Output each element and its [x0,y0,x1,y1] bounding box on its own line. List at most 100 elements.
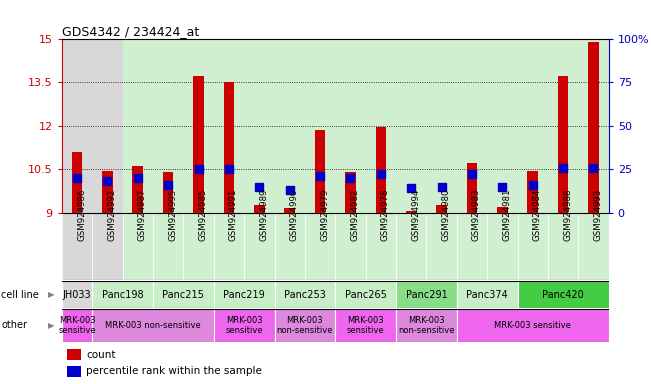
Point [497,184,508,190]
Text: GSM924987: GSM924987 [138,189,146,241]
Text: percentile rank within the sample: percentile rank within the sample [87,366,262,376]
Text: cell line: cell line [1,290,39,300]
Bar [92,213,122,280]
Bar [406,211,417,213]
Bar [62,213,92,280]
Bar [518,39,548,213]
Text: GSM924981: GSM924981 [503,189,511,241]
Bar [315,130,326,213]
Bar [335,309,396,342]
Point [345,175,355,181]
Bar [457,309,609,342]
Text: Panc198: Panc198 [102,290,143,300]
Bar [305,39,335,213]
Bar [426,213,457,280]
Point [224,166,234,172]
Bar [122,213,153,280]
Point [102,178,113,184]
Text: GSM924983: GSM924983 [472,189,481,241]
Text: GSM924990: GSM924990 [290,189,299,241]
Bar [366,213,396,280]
Bar [275,281,335,308]
Bar [426,39,457,213]
Bar [153,213,184,280]
Bar [335,39,366,213]
Bar [67,366,81,376]
Bar [275,309,335,342]
Text: GSM924980: GSM924980 [441,189,450,241]
Point [315,173,326,179]
Bar [62,309,92,342]
Bar [487,213,518,280]
Bar [335,281,396,308]
Bar [548,39,578,213]
Text: MRK-003
sensitive: MRK-003 sensitive [58,316,96,335]
Point [467,171,477,177]
Text: ▶: ▶ [48,290,54,299]
Bar [153,281,214,308]
Point [527,182,538,188]
Bar [518,281,609,308]
Text: Panc374: Panc374 [466,290,508,300]
Point [376,171,386,177]
Text: GSM924984: GSM924984 [533,189,542,241]
Text: Panc219: Panc219 [223,290,265,300]
Bar [244,39,275,213]
Bar [92,39,122,213]
Bar [487,39,518,213]
Text: Panc253: Panc253 [284,290,326,300]
Bar [62,281,92,308]
Bar [396,213,426,280]
Text: GSM924992: GSM924992 [107,189,117,241]
Bar [72,152,82,213]
Bar [396,281,457,308]
Point [406,185,417,192]
Bar [436,205,447,213]
Point [133,175,143,181]
Text: GSM924979: GSM924979 [320,189,329,241]
Text: GSM924982: GSM924982 [350,189,359,241]
Bar [558,76,568,213]
Text: JH033: JH033 [62,290,91,300]
Text: MRK-003
sensitive: MRK-003 sensitive [347,316,385,335]
Bar [102,171,113,213]
Text: Panc215: Panc215 [163,290,204,300]
Text: GSM924985: GSM924985 [199,189,208,241]
Bar [133,166,143,213]
Text: ▶: ▶ [48,321,54,330]
Text: GSM924988: GSM924988 [563,189,572,241]
Bar [376,127,386,213]
Text: MRK-003
non-sensitive: MRK-003 non-sensitive [277,316,333,335]
Text: MRK-003
sensitive: MRK-003 sensitive [225,316,263,335]
Bar [92,309,214,342]
Bar [497,207,508,213]
Text: MRK-003 non-sensitive: MRK-003 non-sensitive [105,321,201,330]
Bar [224,82,234,213]
Text: Panc420: Panc420 [542,290,584,300]
Bar [153,39,184,213]
Point [254,184,264,190]
Bar [284,209,295,213]
Bar [548,213,578,280]
Bar [214,281,275,308]
Text: Panc291: Panc291 [406,290,447,300]
Text: GSM924978: GSM924978 [381,189,390,241]
Text: MRK-003
non-sensitive: MRK-003 non-sensitive [398,316,454,335]
Bar [214,309,275,342]
Bar [457,281,518,308]
Bar [193,76,204,213]
Text: GSM924994: GSM924994 [411,189,420,241]
Bar [366,39,396,213]
Bar [184,213,214,280]
Bar [457,213,487,280]
Bar [244,213,275,280]
Text: Panc265: Panc265 [345,290,387,300]
Text: GSM924986: GSM924986 [77,189,86,241]
Text: GSM924993: GSM924993 [594,189,602,241]
Bar [467,164,477,213]
Point [193,166,204,172]
Text: GSM924991: GSM924991 [229,189,238,241]
Text: count: count [87,349,116,360]
Bar [396,309,457,342]
Bar [275,213,305,280]
